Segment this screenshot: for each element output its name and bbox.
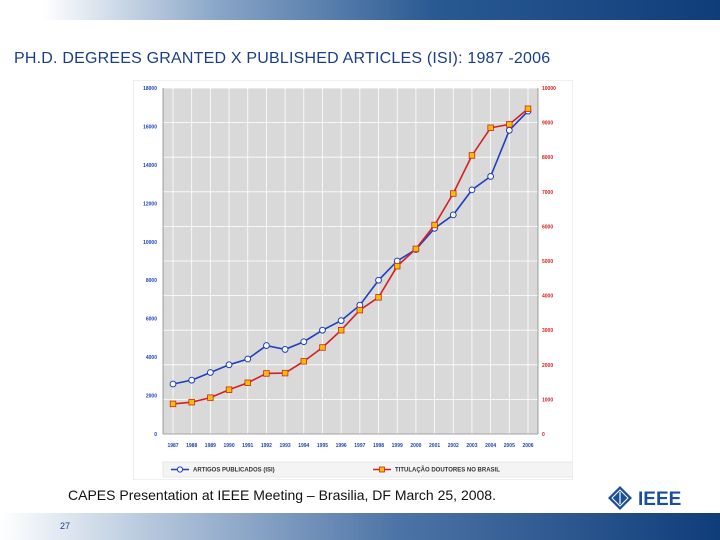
y-left-tick-label: 16000 [143, 124, 157, 130]
y-right-tick-label: 9000 [542, 121, 553, 127]
y-right-tick-label: 0 [542, 432, 545, 438]
y-left-tick-label: 6000 [146, 317, 157, 323]
legend-label-2: TITULAÇÃO DOUTORES NO BRASIL [395, 467, 500, 474]
series-1-point [449, 211, 457, 219]
legend: ARTIGOS PUBLICADOS (ISI) TITULAÇÃO DOUTOR… [162, 461, 573, 478]
y-left-tick-label: 8000 [146, 278, 157, 284]
x-tick-label: 1999 [392, 443, 403, 449]
x-tick-label: 1991 [242, 443, 253, 449]
series-1-point [468, 186, 476, 194]
x-tick-label: 1994 [298, 443, 309, 449]
legend-marker-1 [176, 466, 184, 473]
series-1-point [263, 342, 270, 349]
y-right-tick-label: 3000 [542, 328, 553, 334]
series-1-point [319, 326, 326, 334]
page-number: 27 [60, 521, 71, 531]
y-left-tick-label: 0 [154, 432, 157, 438]
caption: CAPES Presentation at IEEE Meeting – Bra… [68, 487, 496, 503]
x-tick-label: 1988 [186, 443, 197, 449]
series-layer [169, 105, 532, 408]
series-2-point [487, 124, 494, 131]
series-1-point [487, 173, 495, 180]
ieee-wordmark: IEEE [638, 489, 681, 510]
series-2-point [394, 262, 401, 270]
series-2-point [225, 386, 233, 393]
ieee-diamond-inner-icon [611, 489, 629, 507]
x-tick-label: 2003 [466, 443, 477, 449]
series-2-point [319, 344, 326, 351]
series-2-point [188, 398, 195, 406]
y-left-tick-label: 14000 [143, 163, 157, 169]
x-tick-label: 1993 [280, 443, 291, 449]
series-1-point [337, 317, 345, 324]
y-right-tick-label: 10000 [542, 86, 556, 92]
series-1-point [244, 355, 252, 363]
series-2-point [207, 394, 214, 401]
ieee-logo-graphic: IEEE [608, 486, 681, 510]
x-tick-label: 1987 [167, 443, 178, 449]
axis-ticks: 0200040006000800010000120001400016000180… [143, 86, 556, 449]
legend-box [162, 461, 573, 478]
y-right-tick-label: 5000 [542, 259, 553, 265]
y-left-tick-label: 12000 [143, 201, 157, 207]
y-right-tick-label: 8000 [542, 155, 553, 161]
series-2-point [468, 152, 476, 159]
y-right-tick-label: 2000 [542, 363, 553, 369]
series-1-point [281, 346, 289, 353]
x-tick-label: 1992 [261, 443, 272, 449]
x-tick-label: 2001 [429, 443, 440, 449]
y-right-tick-label: 4000 [542, 294, 553, 300]
y-right-tick-label: 1000 [542, 397, 553, 403]
x-tick-label: 2000 [410, 443, 421, 449]
x-tick-label: 1997 [354, 443, 365, 449]
x-tick-label: 1990 [223, 443, 234, 449]
y-left-tick-label: 10000 [143, 240, 157, 246]
y-left-tick-label: 4000 [146, 355, 157, 361]
series-1-point [300, 338, 308, 346]
x-tick-label: 1998 [373, 443, 384, 449]
series-1-point [169, 380, 177, 388]
series-1-point [375, 276, 382, 284]
y-left-tick-label: 18000 [143, 86, 157, 92]
ieee-logo: IEEE [606, 484, 706, 512]
legend-marker-2 [379, 466, 385, 473]
series-2-point [263, 370, 270, 377]
series-2-point [356, 306, 364, 314]
series-1-point [188, 376, 196, 384]
y-right-tick-label: 6000 [542, 224, 553, 230]
x-tick-label: 1995 [317, 443, 328, 449]
series-2-point [412, 245, 420, 253]
y-right-tick-label: 7000 [542, 190, 553, 196]
line-chart: 0 2000 4000 6000 8000 10000 12000 14000 16000 180… [133, 80, 573, 480]
series-1-point [505, 126, 513, 134]
series-2-point [169, 400, 177, 408]
bottom-banner [0, 513, 720, 540]
series-2-point [300, 358, 307, 365]
chart-svg: 0200040006000800010000120001400016000180… [133, 80, 573, 480]
slide-title: PH.D. DEGREES GRANTED X PUBLISHED ARTICL… [14, 50, 551, 67]
legend-label-1: ARTIGOS PUBLICADOS (ISI) [193, 468, 275, 474]
y-left-tick-label: 2000 [146, 394, 157, 400]
series-2-point [506, 121, 513, 128]
x-tick-label: 2004 [485, 443, 496, 449]
series-2-point [244, 379, 251, 386]
x-tick-label: 2002 [448, 443, 459, 449]
x-tick-label: 1996 [336, 443, 347, 449]
x-tick-label: 1989 [205, 443, 216, 449]
series-2-point [524, 105, 532, 112]
series-2-point [281, 369, 289, 377]
x-tick-label: 2005 [504, 443, 515, 449]
series-2-point [375, 294, 382, 301]
series-2-point [450, 190, 457, 197]
x-tick-label: 2006 [522, 443, 533, 449]
series-1-point [225, 361, 233, 369]
series-2-point [431, 221, 438, 229]
series-1-point [206, 369, 214, 376]
top-banner [0, 0, 720, 20]
series-2-point [337, 326, 345, 334]
